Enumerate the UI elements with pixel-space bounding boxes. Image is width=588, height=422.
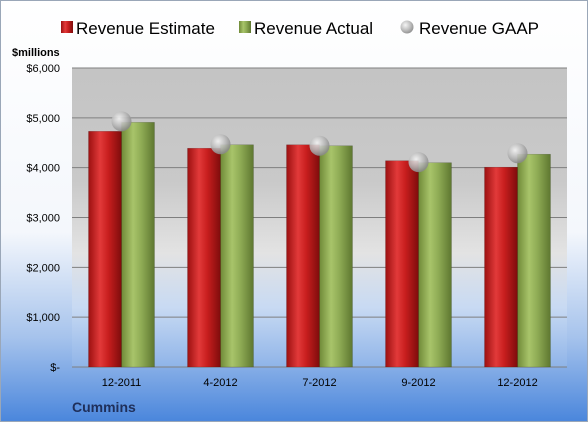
bar-revenue-actual bbox=[418, 162, 452, 368]
legend-swatch-actual bbox=[239, 21, 251, 33]
marker-revenue-gaap bbox=[408, 152, 429, 173]
legend-label-actual: Revenue Actual bbox=[254, 19, 373, 38]
legend-item-actual: Revenue Actual bbox=[239, 19, 373, 38]
legend-item-gaap: Revenue GAAP bbox=[400, 19, 539, 38]
y-tick-label: $3,000 bbox=[26, 213, 60, 225]
legend-label-estimate: Revenue Estimate bbox=[76, 19, 215, 38]
legend: Revenue Estimate Revenue Actual Revenue … bbox=[61, 19, 539, 38]
y-tick-label: $- bbox=[50, 362, 60, 374]
legend-label-gaap: Revenue GAAP bbox=[419, 19, 539, 38]
marker-revenue-gaap bbox=[309, 135, 330, 156]
x-tick-label: 12-2012 bbox=[497, 377, 537, 389]
bar-revenue-actual bbox=[121, 122, 155, 368]
bar-revenue-estimate bbox=[385, 160, 419, 368]
x-tick-label: 7-2012 bbox=[302, 377, 336, 389]
bar-revenue-estimate bbox=[88, 131, 122, 368]
y-tick-label: $4,000 bbox=[26, 163, 60, 175]
bar-revenue-actual bbox=[319, 145, 353, 368]
y-tick-label: $2,000 bbox=[26, 262, 60, 274]
bars bbox=[88, 122, 551, 368]
y-tick-label: $5,000 bbox=[26, 113, 60, 125]
bar-revenue-estimate bbox=[187, 147, 221, 368]
bar-revenue-estimate bbox=[286, 144, 320, 368]
company-label: Cummins bbox=[72, 399, 136, 415]
y-tick-labels: $- $1,000 $2,000 $3,000 $4,000 $5,000 $6,000 bbox=[26, 63, 60, 374]
y-tick-label: $6,000 bbox=[26, 63, 60, 75]
legend-item-estimate: Revenue Estimate bbox=[61, 19, 215, 38]
bar-revenue-estimate bbox=[484, 166, 518, 368]
gaap-markers bbox=[111, 111, 528, 173]
x-tick-labels: 12-2011 4-2012 7-2012 9-2012 12-2012 bbox=[102, 377, 538, 389]
marker-revenue-gaap bbox=[111, 111, 132, 132]
x-tick-label: 9-2012 bbox=[401, 377, 435, 389]
legend-swatch-gaap bbox=[400, 20, 414, 34]
x-tick-label: 4-2012 bbox=[203, 377, 237, 389]
legend-swatch-estimate bbox=[61, 21, 73, 33]
unit-label: $millions bbox=[12, 47, 60, 59]
y-tick-label: $1,000 bbox=[26, 312, 60, 324]
bar-revenue-actual bbox=[220, 144, 254, 368]
marker-revenue-gaap bbox=[507, 143, 528, 164]
x-tick-label: 12-2011 bbox=[102, 377, 142, 389]
marker-revenue-gaap bbox=[210, 134, 231, 155]
bar-revenue-actual bbox=[517, 153, 551, 368]
